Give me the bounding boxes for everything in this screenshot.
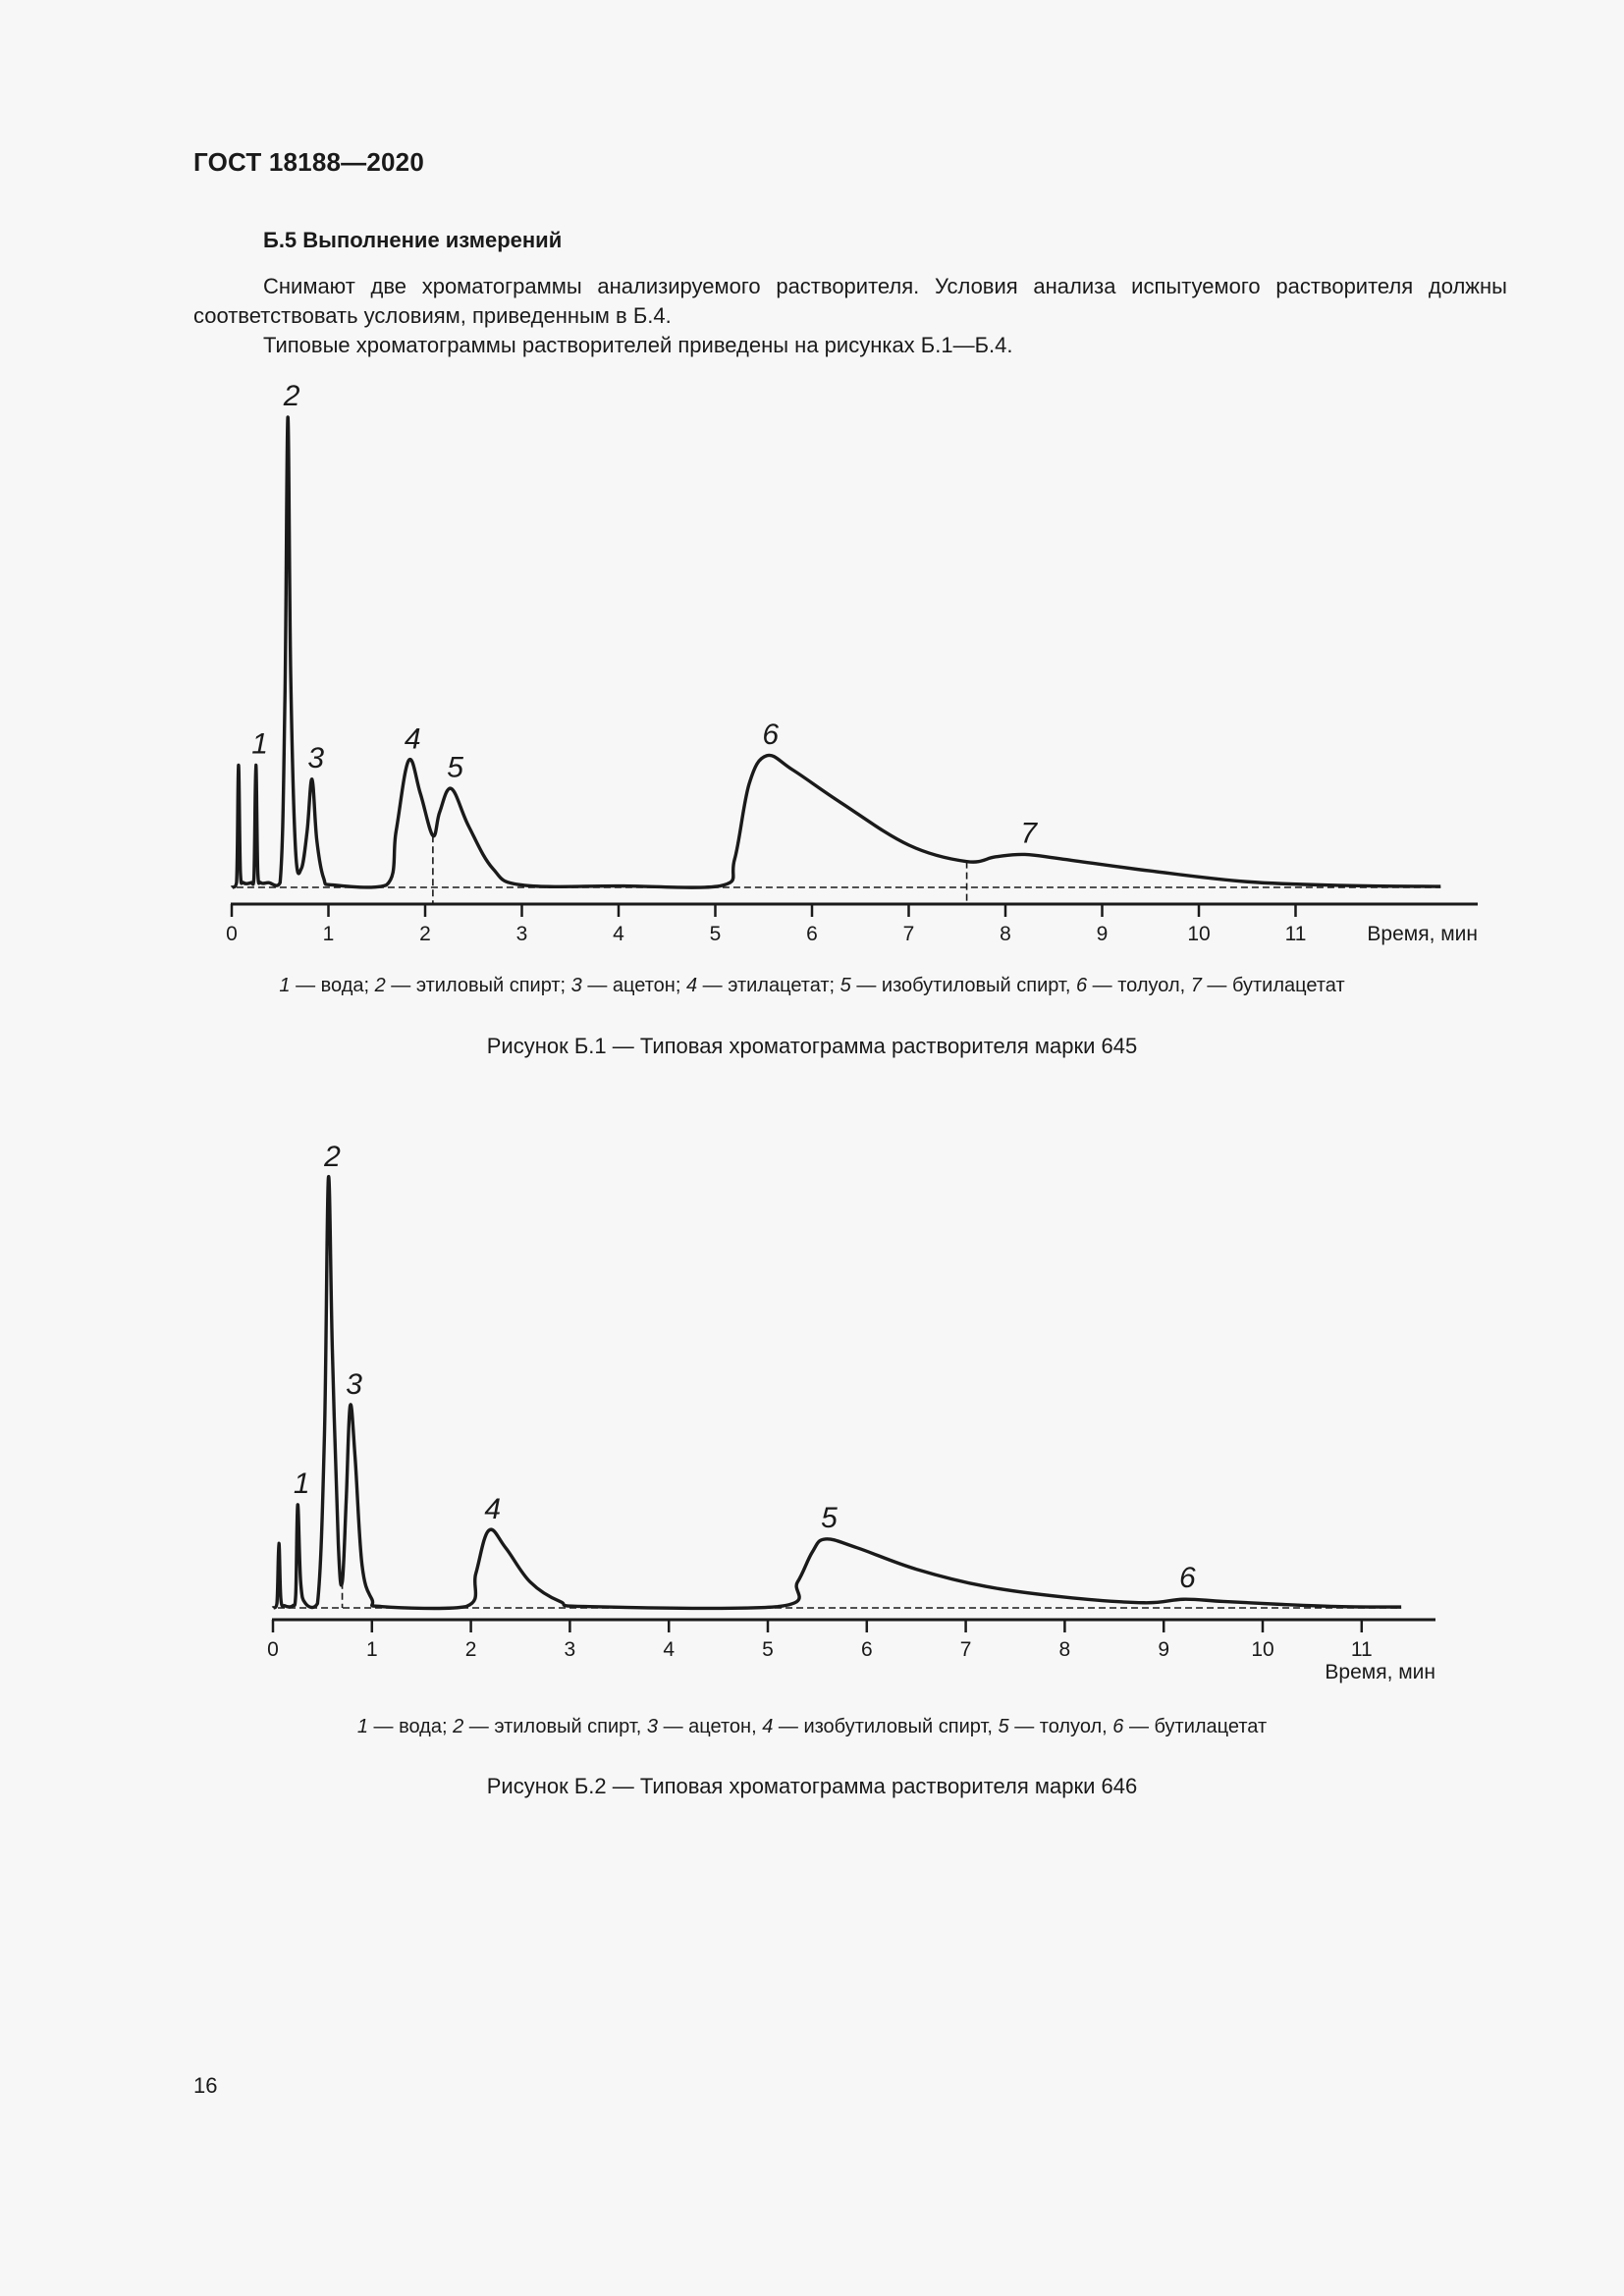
- peak-label: 2: [283, 380, 300, 412]
- paragraph-1: Снимают две хроматограммы анализируемого…: [193, 274, 1507, 328]
- x-tick-label: 5: [762, 1638, 774, 1661]
- x-tick-label: 1: [323, 923, 335, 945]
- legend-entry: — вода;: [290, 975, 375, 996]
- x-tick-label: 11: [1285, 923, 1307, 945]
- x-axis-label: Время, мин: [1325, 1661, 1435, 1683]
- x-tick-label: 6: [806, 923, 818, 945]
- legend-number: 3: [570, 975, 582, 996]
- x-tick-label: 10: [1251, 1638, 1273, 1661]
- x-tick-label: 10: [1187, 923, 1210, 945]
- x-tick-label: 2: [419, 923, 431, 945]
- chart-figure-2: 0 1 2 3 4 5 6 7 8 9 10 11 Время, мин 1 2 3 4 5 6: [0, 1129, 1624, 1688]
- legend-number: 6: [1112, 1716, 1124, 1737]
- legend-number: 1: [279, 975, 291, 996]
- legend-entry: — толуол,: [1008, 1716, 1113, 1737]
- x-tick-label: 8: [1000, 923, 1011, 945]
- legend-entry: — ацетон;: [581, 975, 686, 996]
- x-tick-label: 3: [516, 923, 528, 945]
- x-tick-label: 8: [1059, 1638, 1071, 1661]
- peak-label: 3: [346, 1368, 362, 1401]
- legend-entry: — изобутиловый спирт,: [850, 975, 1076, 996]
- peak-label: 2: [323, 1141, 341, 1173]
- legend-number: 5: [998, 1716, 1009, 1737]
- peak-label: 3: [307, 742, 324, 774]
- x-tick-label: 1: [366, 1638, 378, 1661]
- legend-number: 4: [762, 1716, 774, 1737]
- x-tick-label: 6: [861, 1638, 873, 1661]
- chromatogram-trace: [271, 1174, 1402, 1611]
- legend-entry: — ацетон,: [658, 1716, 763, 1737]
- legend-number: 4: [685, 975, 698, 996]
- x-tick-label: 7: [903, 923, 915, 945]
- x-tick-label: 4: [663, 1638, 675, 1661]
- peak-label: 6: [1179, 1562, 1196, 1594]
- x-tick-label: 3: [565, 1638, 576, 1661]
- legend-number: 5: [839, 975, 851, 996]
- page-number: 16: [193, 2073, 218, 2098]
- legend-entry: — вода;: [367, 1716, 454, 1737]
- legend-entry: — бутилацетат: [1201, 975, 1345, 996]
- legend-number: 6: [1076, 975, 1088, 996]
- figure-1-legend: 1 — вода; 2 — этиловый спирт; 3 — ацетон…: [0, 975, 1624, 997]
- peak-label: 1: [294, 1468, 310, 1500]
- peak-label: 1: [251, 727, 268, 760]
- legend-entry: — этилацетат;: [697, 975, 840, 996]
- document-header: ГОСТ 18188—2020: [193, 147, 424, 177]
- x-tick-label: 9: [1097, 923, 1109, 945]
- legend-entry: — этиловый спирт;: [385, 975, 571, 996]
- x-tick-label: 0: [226, 923, 238, 945]
- figure-1-caption: Рисунок Б.1 — Типовая хроматограмма раст…: [486, 1034, 1138, 1058]
- peak-label: 7: [1020, 817, 1038, 849]
- x-tick-label: 2: [465, 1638, 477, 1661]
- x-tick-label: 7: [960, 1638, 972, 1661]
- legend-entry: — изобутиловый спирт,: [773, 1716, 999, 1737]
- legend-entry: — толуол,: [1087, 975, 1191, 996]
- peak-label: 5: [821, 1502, 838, 1534]
- peak-label: 6: [762, 719, 779, 751]
- peak-label: 4: [405, 723, 421, 756]
- x-tick-label: 0: [267, 1638, 279, 1661]
- chart-figure-1: 0 1 2 3 4 5 6 7 8 9 10 11 Время, мин 1 2 3 4 5 6 7: [0, 373, 1624, 952]
- legend-entry: — этиловый спирт,: [463, 1716, 647, 1737]
- x-tick-label: 11: [1351, 1638, 1373, 1661]
- section-title: Б.5 Выполнение измерений: [263, 228, 563, 252]
- legend-number: 2: [374, 975, 386, 996]
- paragraph-2: Типовые хроматограммы растворителей прив…: [263, 333, 1013, 357]
- chromatogram-trace: [230, 415, 1441, 889]
- x-tick-label: 5: [710, 923, 722, 945]
- legend-number: 2: [453, 1716, 464, 1737]
- legend-number: 1: [356, 1716, 368, 1737]
- x-axis-label: Время, мин: [1367, 923, 1478, 945]
- peak-label: 4: [484, 1493, 501, 1525]
- peak-label: 5: [447, 751, 463, 783]
- figure-2-caption: Рисунок Б.2 — Типовая хроматограмма раст…: [486, 1774, 1138, 1798]
- x-tick-label: 4: [613, 923, 624, 945]
- x-tick-label: 9: [1158, 1638, 1169, 1661]
- legend-number: 7: [1190, 975, 1202, 996]
- figure-2-legend: 1 — вода; 2 — этиловый спирт, 3 — ацетон…: [0, 1716, 1624, 1738]
- legend-number: 3: [646, 1716, 659, 1737]
- legend-entry: — бутилацетат: [1123, 1716, 1268, 1737]
